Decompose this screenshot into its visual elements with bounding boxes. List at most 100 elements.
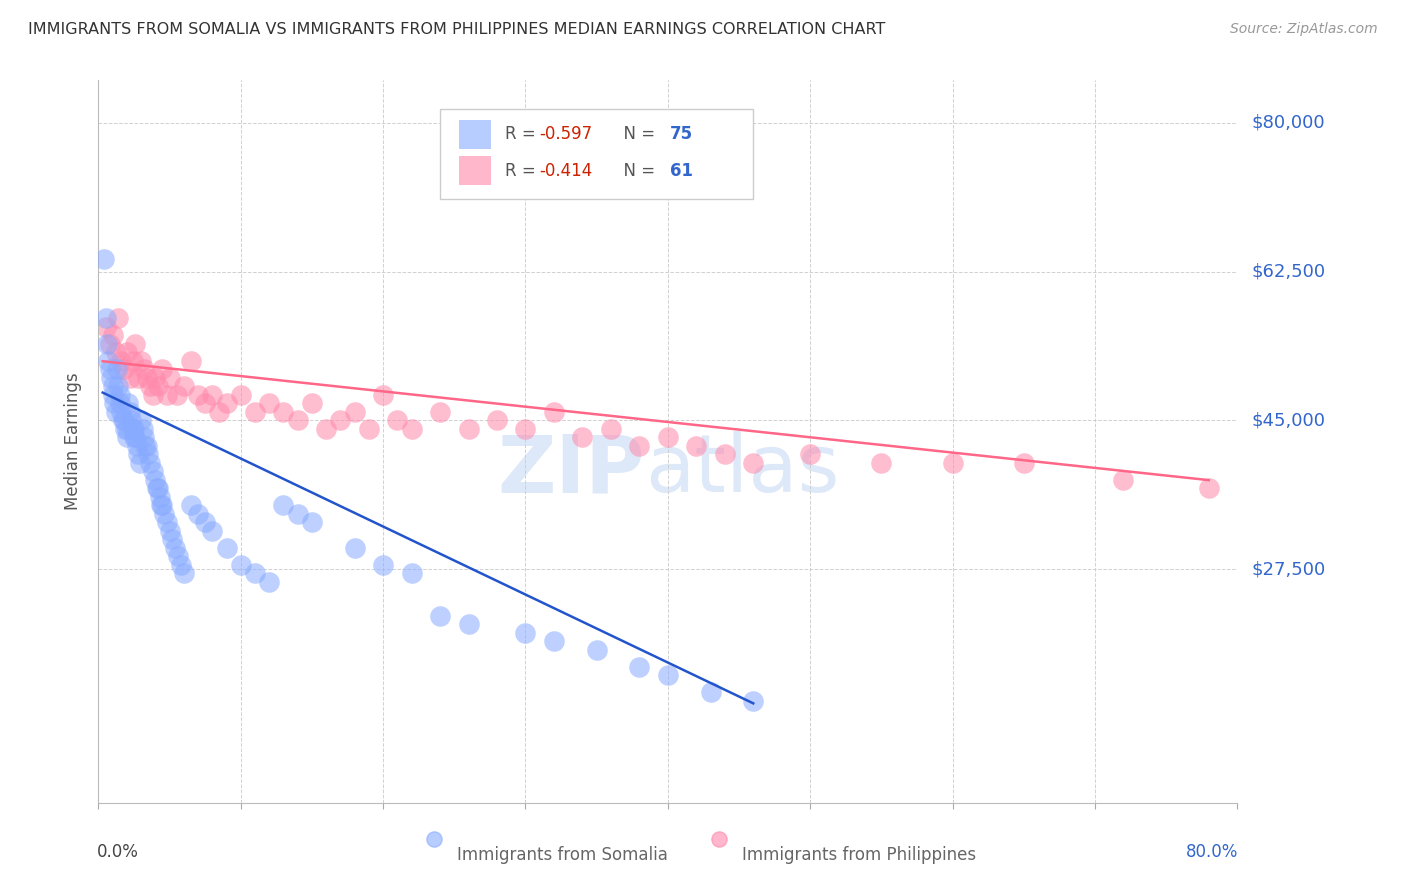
Point xyxy=(180,498,202,512)
Point xyxy=(107,379,129,393)
FancyBboxPatch shape xyxy=(460,156,491,185)
Point xyxy=(194,516,217,530)
Point xyxy=(131,422,153,436)
Point xyxy=(101,388,124,402)
Point xyxy=(543,405,565,419)
Text: -0.597: -0.597 xyxy=(538,126,592,144)
Point xyxy=(301,516,323,530)
Point xyxy=(208,405,231,419)
Point xyxy=(194,396,217,410)
Point xyxy=(118,371,141,385)
Point xyxy=(141,464,163,478)
Point xyxy=(259,574,281,589)
Point xyxy=(343,405,366,419)
Text: 0.0%: 0.0% xyxy=(97,843,139,861)
Point xyxy=(98,336,121,351)
Point xyxy=(486,413,509,427)
Point xyxy=(742,456,765,470)
Point xyxy=(122,430,145,444)
Point xyxy=(215,541,238,555)
Point xyxy=(107,311,129,326)
Point xyxy=(115,430,138,444)
Point xyxy=(357,422,380,436)
Point xyxy=(117,396,139,410)
Point xyxy=(104,405,127,419)
Point xyxy=(187,507,209,521)
Point xyxy=(657,668,679,682)
Point xyxy=(401,422,423,436)
Point xyxy=(118,405,141,419)
Point xyxy=(112,362,135,376)
Point xyxy=(329,413,352,427)
FancyBboxPatch shape xyxy=(440,109,754,200)
Point xyxy=(1112,473,1135,487)
Point xyxy=(243,405,266,419)
Text: $27,500: $27,500 xyxy=(1251,560,1326,578)
Point xyxy=(215,396,238,410)
Point xyxy=(124,336,146,351)
Point xyxy=(156,388,179,402)
Text: $62,500: $62,500 xyxy=(1251,262,1326,281)
Point xyxy=(173,379,195,393)
FancyBboxPatch shape xyxy=(460,120,491,149)
Point xyxy=(343,541,366,555)
Point xyxy=(166,388,188,402)
Point xyxy=(153,507,176,521)
Text: 80.0%: 80.0% xyxy=(1187,843,1239,861)
Point xyxy=(128,456,150,470)
Point xyxy=(132,362,155,376)
Point xyxy=(129,413,152,427)
Point xyxy=(152,498,174,512)
Point xyxy=(124,430,146,444)
Point xyxy=(156,516,179,530)
Point xyxy=(387,413,409,427)
Text: -0.414: -0.414 xyxy=(538,161,592,179)
Point xyxy=(600,422,623,436)
Point xyxy=(121,422,143,436)
Point xyxy=(127,447,149,461)
Point xyxy=(543,634,565,648)
Point xyxy=(628,660,651,674)
Point xyxy=(101,379,124,393)
Point xyxy=(97,353,120,368)
Point xyxy=(287,507,309,521)
Point xyxy=(115,422,138,436)
Point xyxy=(96,336,118,351)
Point xyxy=(162,533,184,547)
Point xyxy=(685,439,707,453)
Point xyxy=(273,498,295,512)
Point xyxy=(148,379,170,393)
Point xyxy=(714,447,737,461)
Point xyxy=(201,524,224,538)
Point xyxy=(101,328,124,343)
Point xyxy=(173,566,195,581)
Point xyxy=(138,379,160,393)
Point xyxy=(104,345,127,359)
Point xyxy=(628,439,651,453)
Point xyxy=(129,353,152,368)
Text: $45,000: $45,000 xyxy=(1251,411,1326,429)
Point xyxy=(112,413,135,427)
Point xyxy=(146,481,169,495)
Point xyxy=(201,388,224,402)
Point xyxy=(742,694,765,708)
Text: R =: R = xyxy=(505,126,541,144)
Text: ZIP: ZIP xyxy=(498,432,645,509)
Point xyxy=(152,362,174,376)
Point xyxy=(138,456,160,470)
Point xyxy=(94,319,117,334)
Point xyxy=(127,371,149,385)
Point xyxy=(243,566,266,581)
Point xyxy=(870,456,893,470)
Text: $80,000: $80,000 xyxy=(1251,114,1324,132)
Text: Immigrants from Somalia: Immigrants from Somalia xyxy=(457,847,668,864)
Point xyxy=(148,481,170,495)
Point xyxy=(373,388,395,402)
Y-axis label: Median Earnings: Median Earnings xyxy=(65,373,83,510)
Point xyxy=(122,422,145,436)
Text: 75: 75 xyxy=(671,126,693,144)
Point xyxy=(229,388,252,402)
Point xyxy=(457,422,479,436)
Point xyxy=(125,439,148,453)
Point xyxy=(429,405,451,419)
